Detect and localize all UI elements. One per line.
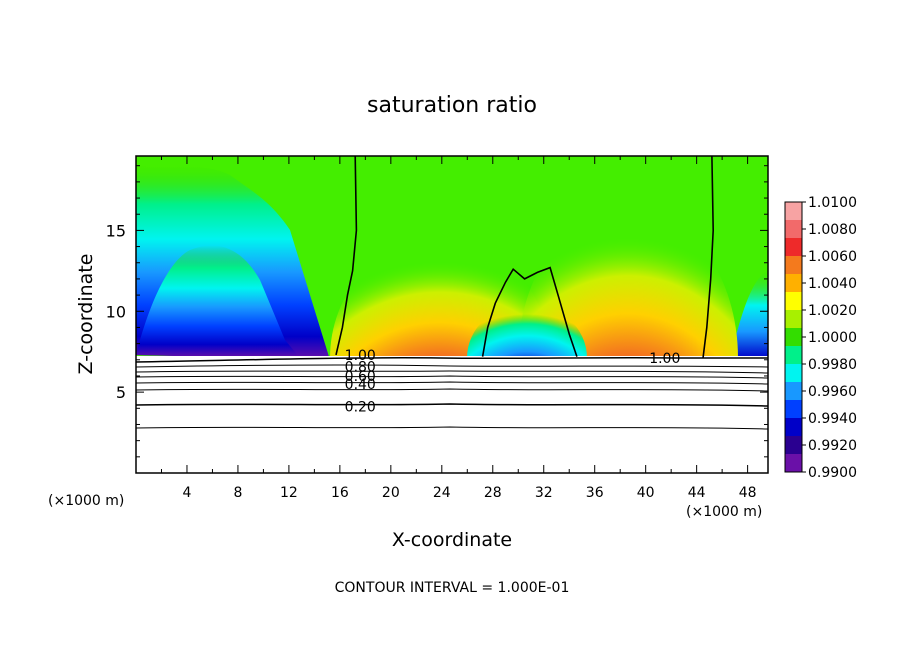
colorbar-swatch [785,328,802,347]
colorbar-swatch [785,292,802,311]
colorbar-tick-label: 1.0040 [808,276,857,292]
contour-line-1 [481,266,578,357]
colorbar-swatch [785,256,802,275]
colorbar: 1.0100 1.0080 1.0060 1.0040 1.0020 1.0000 0.99… [784,195,857,481]
contour-line-0 [335,156,358,356]
colorbar-swatch [785,202,802,221]
x-tick-label: 48 [739,485,757,501]
heatmap-field [136,156,768,473]
x-tick-label: 32 [535,485,553,501]
contour-labels: 1.000.800.600.400.201.00 [345,348,681,416]
contour-series [335,156,715,359]
x-unit-left: (×1000 m) [48,493,124,509]
colorbar-tick-label: 1.0020 [808,303,857,319]
colorbar-swatch [785,238,802,257]
x-axis: 4 8 12 16 20 24 28 32 36 40 44 48 [160,156,757,501]
x-tick-label: 24 [433,485,451,501]
y-axis-label: Z-coordinate [75,254,97,375]
colorbar-tick-label: 1.0000 [808,330,857,346]
colorbar-tick-label: 0.9980 [808,357,857,373]
x-tick-label: 16 [331,485,349,501]
plot-frame [135,155,769,474]
colorbar-swatch [785,274,802,293]
colorbar-swatch [785,418,802,437]
chart-title: saturation ratio [367,93,537,118]
colorbar-tick-label: 0.9920 [808,438,857,454]
colorbar-swatch [785,364,802,383]
x-tick-label: 44 [688,485,706,501]
colorbar-tick-label: 0.9960 [808,384,857,400]
colorbar-tick-label: 1.0080 [808,222,857,238]
y-tick-label: 15 [106,221,126,240]
x-tick-label: 8 [233,485,242,501]
contour-label: 0.60 [345,369,376,385]
x-tick-label: 20 [382,485,400,501]
x-tick-label: 4 [183,485,192,501]
contour-label: 1.00 [649,351,680,367]
colorbar-tick-label: 1.0060 [808,249,857,265]
colorbar-tick-label: 0.9900 [808,465,857,481]
y-tick-label: 10 [106,302,126,321]
x-tick-label: 40 [637,485,655,501]
contour-label: 0.80 [345,359,376,375]
x-tick-label: 36 [586,485,604,501]
colorbar-swatch [785,346,802,365]
colorbar-tick-label: 0.9940 [808,411,857,427]
x-unit-right: (×1000 m) [686,504,762,520]
colorbar-swatch [785,454,802,473]
contour-label: 0.40 [345,377,376,393]
x-axis-label: X-coordinate [392,529,512,551]
contour-line-2 [702,156,715,359]
contour-interval-footer: CONTOUR INTERVAL = 1.000E-01 [335,580,570,596]
colorbar-swatch [785,310,802,329]
x-tick-label: 12 [280,485,298,501]
x-tick-label: 28 [484,485,502,501]
colorbar-tick-label: 1.0100 [808,195,857,211]
colorbar-swatch [785,220,802,239]
y-axis: 5 10 15 [106,165,768,458]
colorbar-swatch [785,400,802,419]
contour-label: 0.20 [345,400,376,416]
lower-contours [136,356,768,430]
colorbar-swatch [785,436,802,455]
y-tick-label: 5 [116,383,126,402]
colorbar-swatch [785,382,802,401]
contour-label: 1.00 [345,348,376,364]
